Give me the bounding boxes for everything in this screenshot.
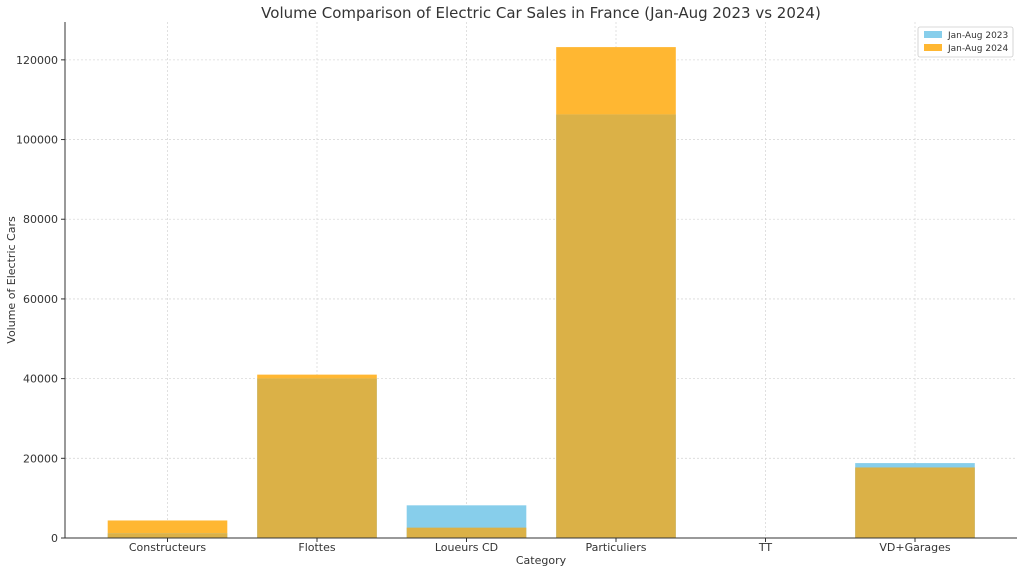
x-tick-label: Constructeurs xyxy=(129,541,207,554)
legend-swatch-2023 xyxy=(924,31,942,38)
y-tick-label: 60000 xyxy=(23,293,58,306)
x-axis-label: Category xyxy=(516,554,567,567)
bar-overlap-flottes xyxy=(257,378,377,538)
y-tick-label: 40000 xyxy=(23,373,58,386)
bar-overlap-loueurs-cd xyxy=(406,527,527,538)
y-tick-label: 100000 xyxy=(16,134,58,147)
bar-2024-particuliers xyxy=(556,47,676,115)
y-tick-label: 20000 xyxy=(23,452,58,465)
legend: Jan-Aug 2023 Jan-Aug 2024 xyxy=(917,26,1014,58)
y-tick-label: 120000 xyxy=(16,54,58,67)
x-tick-label: TT xyxy=(758,541,773,554)
y-tick-label: 80000 xyxy=(23,213,58,226)
bars xyxy=(107,47,975,538)
y-axis-label: Volume of Electric Cars xyxy=(5,216,18,344)
y-tick-labels: 0 20000 40000 60000 80000 100000 120000 xyxy=(16,54,65,545)
x-tick-label: Particuliers xyxy=(586,541,647,554)
x-tick-labels: Constructeurs Flottes Loueurs CD Particulie… xyxy=(129,538,951,554)
bar-overlap-particuliers xyxy=(556,114,676,538)
legend-label-2023: Jan-Aug 2023 xyxy=(947,31,1008,41)
bar-overlap-constructeurs xyxy=(107,533,228,538)
x-tick-label: VD+Garages xyxy=(879,541,950,554)
bar-overlap-vd-garages xyxy=(855,467,975,538)
legend-label-2024: Jan-Aug 2024 xyxy=(947,44,1009,54)
y-tick-label: 0 xyxy=(51,532,58,545)
bar-2024-constructeurs xyxy=(107,520,228,534)
bar-2024-flottes xyxy=(257,374,377,379)
chart-title: Volume Comparison of Electric Car Sales … xyxy=(261,4,821,22)
x-tick-label: Loueurs CD xyxy=(435,541,498,554)
axes xyxy=(64,22,1017,539)
grid-lines xyxy=(65,22,1017,539)
legend-swatch-2024 xyxy=(924,44,942,51)
x-tick-label: Flottes xyxy=(298,541,336,554)
